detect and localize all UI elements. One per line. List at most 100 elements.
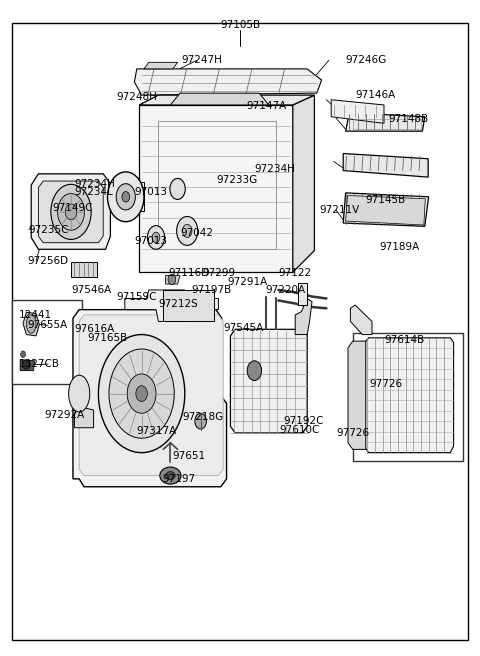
Text: 97165B: 97165B	[87, 333, 128, 344]
Text: 97616A: 97616A	[74, 324, 115, 335]
Text: 97234H: 97234H	[74, 178, 115, 189]
Text: 97159C: 97159C	[116, 291, 156, 302]
Bar	[163, 290, 214, 321]
Text: 97256D: 97256D	[28, 256, 69, 266]
Ellipse shape	[170, 178, 185, 199]
Text: 97218G: 97218G	[182, 412, 224, 422]
Ellipse shape	[152, 232, 160, 243]
Polygon shape	[79, 315, 223, 476]
Text: 97317A: 97317A	[137, 426, 177, 436]
Polygon shape	[350, 305, 372, 335]
Text: 97192C: 97192C	[283, 416, 324, 426]
Bar	[12, 300, 82, 384]
Text: 97197: 97197	[162, 474, 195, 484]
Polygon shape	[23, 312, 39, 336]
Text: 97610C: 97610C	[279, 425, 320, 436]
Polygon shape	[73, 310, 227, 487]
Text: 97235C: 97235C	[29, 224, 69, 235]
Polygon shape	[230, 329, 307, 433]
Text: 97299: 97299	[203, 268, 236, 278]
Ellipse shape	[21, 351, 25, 358]
Bar	[353, 119, 421, 129]
Polygon shape	[38, 181, 103, 243]
Text: 97212S: 97212S	[158, 298, 198, 309]
Polygon shape	[348, 341, 366, 449]
Text: 97013: 97013	[134, 187, 168, 197]
Polygon shape	[346, 195, 425, 225]
Ellipse shape	[23, 360, 30, 369]
Polygon shape	[108, 182, 144, 211]
Text: 97105B: 97105B	[220, 20, 260, 30]
Ellipse shape	[136, 386, 147, 401]
Polygon shape	[343, 154, 428, 177]
Ellipse shape	[58, 194, 84, 230]
Ellipse shape	[166, 472, 175, 480]
Text: 97211V: 97211V	[319, 205, 360, 215]
Text: 97233G: 97233G	[216, 174, 257, 185]
Text: 97013: 97013	[134, 236, 168, 247]
Polygon shape	[139, 95, 314, 105]
Ellipse shape	[160, 467, 181, 484]
Text: 97145B: 97145B	[366, 195, 406, 205]
Polygon shape	[343, 193, 429, 226]
Text: 97651: 97651	[173, 451, 206, 461]
Polygon shape	[331, 100, 384, 123]
Polygon shape	[31, 174, 110, 249]
Ellipse shape	[122, 192, 130, 202]
Ellipse shape	[195, 413, 206, 429]
Polygon shape	[139, 105, 293, 272]
Ellipse shape	[247, 361, 262, 380]
Text: 97292A: 97292A	[44, 409, 84, 420]
Polygon shape	[293, 95, 314, 272]
Text: 1327CB: 1327CB	[19, 359, 60, 369]
Ellipse shape	[109, 349, 174, 438]
Ellipse shape	[116, 184, 135, 210]
Ellipse shape	[182, 224, 192, 237]
Text: 97234L: 97234L	[74, 187, 113, 197]
Ellipse shape	[51, 184, 91, 239]
Text: 97614B: 97614B	[384, 335, 424, 345]
Text: 97234H: 97234H	[254, 164, 295, 174]
Polygon shape	[298, 283, 307, 305]
Polygon shape	[170, 93, 269, 105]
Polygon shape	[166, 276, 180, 284]
Ellipse shape	[127, 374, 156, 413]
Ellipse shape	[98, 335, 185, 453]
Polygon shape	[144, 62, 178, 69]
Polygon shape	[295, 298, 312, 335]
Polygon shape	[346, 113, 425, 131]
Polygon shape	[20, 359, 35, 371]
Text: 97146A: 97146A	[355, 90, 396, 100]
Ellipse shape	[168, 274, 176, 285]
Text: 97042: 97042	[180, 228, 213, 238]
Ellipse shape	[177, 216, 198, 245]
Ellipse shape	[139, 424, 147, 432]
Text: 97248H: 97248H	[116, 92, 157, 102]
Text: 97291A: 97291A	[227, 277, 267, 287]
Text: 97545A: 97545A	[223, 323, 264, 333]
Ellipse shape	[69, 375, 90, 412]
Ellipse shape	[147, 226, 165, 249]
Text: 97726: 97726	[336, 428, 369, 438]
Text: 12441: 12441	[19, 310, 52, 320]
Text: 97726: 97726	[370, 379, 403, 389]
Polygon shape	[125, 290, 218, 321]
Text: 97546A: 97546A	[71, 285, 111, 295]
Ellipse shape	[65, 204, 77, 220]
Polygon shape	[365, 338, 454, 453]
Text: 97220A: 97220A	[265, 285, 306, 295]
Text: 97122: 97122	[278, 268, 312, 278]
Polygon shape	[134, 69, 322, 95]
Bar	[353, 333, 463, 461]
Text: 97148B: 97148B	[389, 114, 429, 125]
Polygon shape	[74, 407, 94, 428]
Text: 97189A: 97189A	[379, 241, 420, 252]
Text: 97149C: 97149C	[53, 203, 93, 213]
Text: 97197B: 97197B	[191, 285, 231, 295]
Text: 97147A: 97147A	[246, 101, 287, 112]
Bar	[158, 121, 276, 249]
Text: 97247H: 97247H	[181, 55, 222, 66]
Ellipse shape	[26, 315, 36, 333]
Text: 97246G: 97246G	[346, 55, 387, 66]
Text: 97655A: 97655A	[28, 320, 68, 331]
